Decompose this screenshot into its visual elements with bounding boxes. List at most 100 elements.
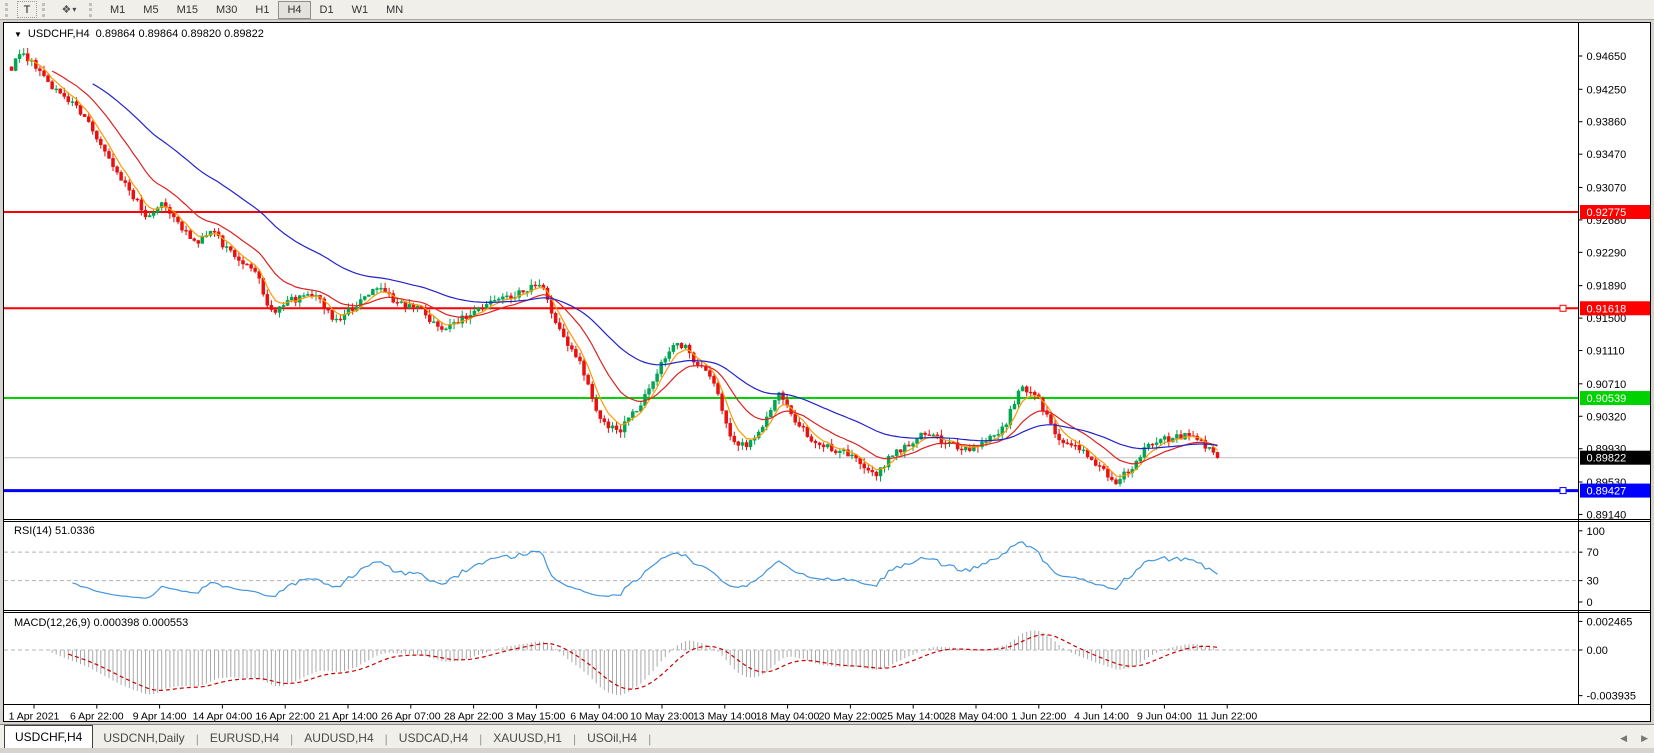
chart-window[interactable]: 0.94650 0.94250 0.93860 0.93470 0.93070 0.926… [3, 22, 1651, 722]
timeframe-button-h4[interactable]: H4 [278, 0, 311, 19]
chart-ohlc-values: 0.89864 0.89864 0.89820 0.89822 [95, 28, 264, 40]
price-axis-label: 0.90320 [1587, 411, 1627, 423]
status-strip [0, 748, 1654, 753]
price-axis-label: 0.94650 [1587, 51, 1627, 63]
time-axis-label: 28 May 04:00 [944, 711, 1008, 722]
chart-tab-audusd-h4[interactable]: AUDUSD,H4 [304, 731, 374, 745]
time-axis-label: 20 May 22:00 [819, 711, 883, 722]
tab-separator: | [195, 732, 199, 746]
price-axis-label: 0.94250 [1587, 84, 1627, 96]
timeframe-button-mn[interactable]: MN [377, 1, 412, 19]
chart-tab-usdcad-h4[interactable]: USDCAD,H4 [398, 731, 469, 745]
chevron-down-icon: ▾ [72, 5, 77, 14]
time-axis-label: 18 May 04:00 [756, 711, 820, 722]
tabs-container: USDCHF,H4 USDCNH,Daily | EURUSD,H4 | AUDUSD,H… [4, 725, 652, 748]
time-axis-label: 13 May 14:00 [693, 711, 757, 722]
timeframe-button-m15[interactable]: M15 [168, 1, 207, 19]
crosshair-tool-button[interactable]: ❖ ▾ [54, 1, 84, 18]
tab-separator: | [290, 732, 294, 746]
time-axis-label: 25 May 14:00 [881, 711, 945, 722]
timeframe-button-h1[interactable]: H1 [246, 1, 278, 19]
price-tag: 0.92775 [1580, 205, 1650, 220]
time-axis-label: 4 Jun 14:00 [1074, 711, 1129, 722]
price-axis-label: 0.93070 [1587, 182, 1627, 194]
time-axis-label: 9 Jun 04:00 [1137, 711, 1192, 722]
price-axis-label: 0.91890 [1587, 281, 1627, 293]
macd-axis-label: 0.00 [1587, 645, 1608, 657]
timeframe-button-m5[interactable]: M5 [134, 1, 167, 19]
chart-tab-usdcnh-daily[interactable]: USDCNH,Daily [103, 731, 185, 745]
time-axis-label: 10 May 23:00 [630, 711, 694, 722]
horizontal-line-0.91618[interactable] [4, 304, 1579, 312]
text-tool-button[interactable]: T [17, 1, 37, 18]
price-chart-canvas[interactable]: 0.946500.942500.938600.934700.930700.926… [4, 23, 1650, 721]
time-axis-label: 9 Apr 14:00 [133, 711, 187, 722]
rsi-axis-label: 0 [1587, 597, 1593, 609]
svg-text:0.89822: 0.89822 [1587, 453, 1627, 465]
tab-separator: | [572, 732, 577, 746]
time-axis-label: 1 Apr 2021 [9, 711, 60, 722]
price-tag: 0.90539 [1580, 391, 1650, 406]
toolbar-grip[interactable] [5, 2, 12, 17]
toolbar: T ❖ ▾ M1 M5 M15 M30 H1 H4 D1 W1 MN [0, 0, 1654, 20]
price-axis-label: 0.93470 [1587, 149, 1627, 161]
timeframe-button-d1[interactable]: D1 [311, 1, 343, 19]
price-axis-label: 0.91500 [1587, 313, 1627, 325]
rsi-line [72, 541, 1218, 599]
macd-axis-label: 0.002465 [1587, 616, 1633, 628]
macd-signal-line [68, 634, 1218, 692]
time-axis-label: 26 Apr 07:00 [381, 711, 441, 722]
rsi-axis-label: 100 [1587, 526, 1605, 538]
macd-axis-label: -0.003935 [1587, 691, 1637, 703]
svg-text:0.90539: 0.90539 [1587, 393, 1627, 405]
price-axis-label: 0.89140 [1587, 509, 1627, 521]
rsi-indicator-label: RSI(14) 51.0336 [14, 525, 95, 537]
ma-slow-line [92, 83, 1218, 450]
chart-tab-usoil-h4[interactable]: USOil,H4 [587, 731, 638, 745]
price-axis-label: 0.90710 [1587, 379, 1627, 391]
chart-symbol-label: USDCHF,H4 [27, 28, 90, 40]
timeframe-button-m30[interactable]: M30 [207, 1, 246, 19]
svg-text:0.91618: 0.91618 [1587, 303, 1627, 315]
time-axis-label: 14 Apr 04:00 [193, 711, 253, 722]
tab-scroll-controls: ◀ ▶ [1620, 733, 1648, 744]
tab-separator: | [479, 732, 483, 746]
chart-tab-bar: USDCHF,H4 USDCNH,Daily | EURUSD,H4 | AUDUSD,H… [0, 724, 1654, 748]
price-tag: 0.91618 [1580, 301, 1650, 316]
tab-scroll-right-button[interactable]: ▶ [1641, 733, 1648, 743]
chart-tab-xauusd-h1[interactable]: XAUUSD,H1 [493, 731, 562, 745]
tab-scroll-left-button[interactable]: ◀ [1620, 733, 1628, 743]
rsi-axis-label: 30 [1587, 576, 1599, 588]
timeframe-button-w1[interactable]: W1 [343, 1, 378, 19]
price-axis-label: 0.93860 [1587, 117, 1627, 129]
up-candle-wicks [15, 48, 1210, 487]
time-axis-label: 21 Apr 14:00 [318, 711, 378, 722]
ma-fast-line [27, 59, 1218, 478]
ma-mid-line [51, 70, 1218, 465]
timeframe-button-m1[interactable]: M1 [101, 1, 134, 19]
crosshair-icon: ❖ [61, 4, 72, 16]
time-axis-label: 1 Jun 22:00 [1011, 711, 1066, 722]
timeframe-group: M1 M5 M15 M30 H1 H4 D1 W1 MN [101, 0, 412, 20]
toolbar-grip[interactable] [42, 2, 49, 17]
svg-text:0.89427: 0.89427 [1587, 486, 1627, 498]
time-axis-label: 3 May 15:00 [508, 711, 566, 722]
tab-separator: | [648, 732, 652, 746]
horizontal-line-0.89427[interactable] [4, 487, 1579, 495]
up-candle-bodies [13, 53, 1212, 485]
svg-text:0.92775: 0.92775 [1587, 207, 1627, 219]
price-axis-label: 0.91110 [1587, 346, 1625, 358]
chart-tab-eurusd-h4[interactable]: EURUSD,H4 [209, 731, 280, 745]
collapse-triangle-icon[interactable]: ▼ [14, 29, 22, 39]
time-axis-label: 11 Jun 22:00 [1197, 711, 1257, 722]
price-tag: 0.89427 [1580, 483, 1650, 498]
price-axis-label: 0.92290 [1587, 247, 1627, 259]
macd-indicator-label: MACD(12,26,9) 0.000398 0.000553 [14, 617, 189, 629]
chart-tab-usdchf-h4[interactable]: USDCHF,H4 [4, 725, 94, 748]
rsi-axis-label: 70 [1587, 547, 1599, 559]
time-axis-label: 28 Apr 22:00 [444, 711, 504, 722]
time-axis-label: 16 Apr 22:00 [255, 711, 315, 722]
toolbar-grip[interactable] [89, 2, 96, 17]
time-axis-label: 6 Apr 22:00 [70, 711, 124, 722]
chart-title: ▼ USDCHF,H4 0.89864 0.89864 0.89820 0.89… [14, 28, 264, 40]
